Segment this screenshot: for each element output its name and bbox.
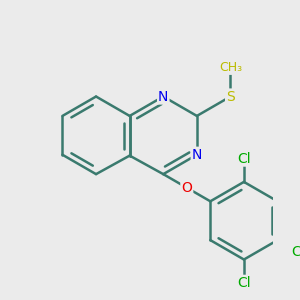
Text: Cl: Cl xyxy=(237,152,251,166)
Text: Cl: Cl xyxy=(291,245,300,259)
Text: S: S xyxy=(226,89,235,103)
Text: N: N xyxy=(192,148,202,162)
Text: Cl: Cl xyxy=(237,276,251,290)
Text: N: N xyxy=(158,89,169,103)
Text: CH₃: CH₃ xyxy=(219,61,242,74)
Text: O: O xyxy=(182,181,192,195)
